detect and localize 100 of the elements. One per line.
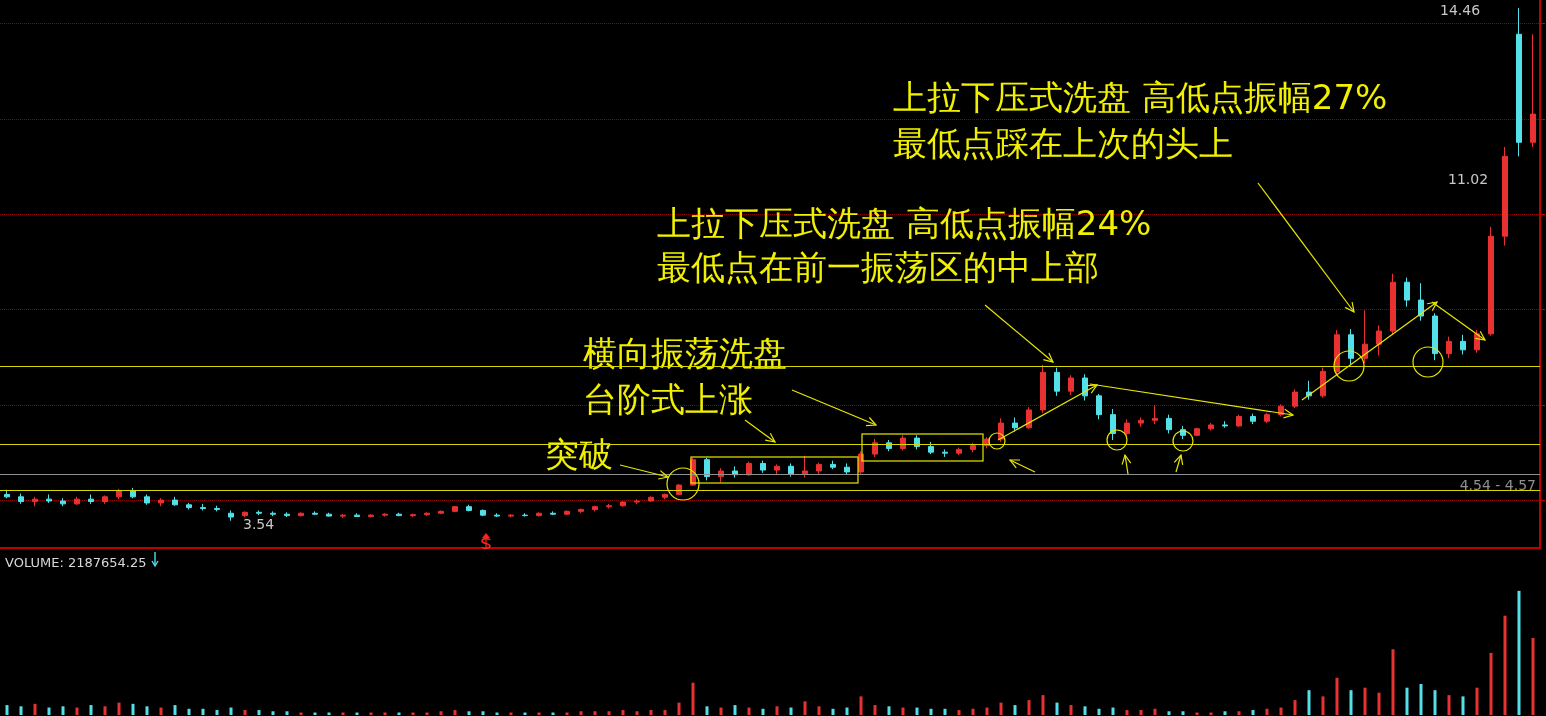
candlestick bbox=[158, 497, 164, 507]
candlestick bbox=[102, 494, 108, 505]
bar bbox=[957, 710, 961, 715]
bar bbox=[1405, 687, 1409, 715]
candlestick bbox=[1236, 414, 1242, 428]
bar bbox=[985, 707, 989, 715]
bar bbox=[103, 706, 107, 715]
candlestick bbox=[18, 493, 24, 505]
bar bbox=[887, 706, 891, 715]
bar bbox=[61, 706, 65, 715]
bar bbox=[439, 711, 443, 715]
candlestick bbox=[508, 513, 514, 518]
candlestick bbox=[1026, 406, 1032, 430]
bar bbox=[1237, 711, 1241, 715]
bar bbox=[579, 711, 583, 715]
bar bbox=[789, 707, 793, 715]
candlestick bbox=[1320, 367, 1326, 399]
candlestick bbox=[830, 460, 836, 470]
candlestick bbox=[256, 509, 262, 516]
bar bbox=[1335, 677, 1339, 715]
candlestick bbox=[662, 493, 668, 500]
annotation: 最低点在前一振荡区的中上部 bbox=[657, 247, 1099, 287]
bar bbox=[201, 708, 205, 715]
bar bbox=[1069, 705, 1073, 715]
bar bbox=[1279, 707, 1283, 715]
candlestick bbox=[46, 493, 52, 504]
candlestick bbox=[1460, 334, 1466, 356]
candlestick bbox=[424, 511, 430, 517]
bar bbox=[1489, 652, 1493, 715]
bar bbox=[817, 706, 821, 715]
bar bbox=[747, 707, 751, 715]
bar bbox=[1419, 683, 1423, 715]
bar bbox=[1041, 695, 1045, 715]
candlestick bbox=[1418, 282, 1424, 322]
candlestick bbox=[1152, 404, 1158, 425]
bar bbox=[257, 710, 261, 715]
bar bbox=[901, 707, 905, 715]
bar bbox=[1181, 711, 1185, 715]
bar bbox=[1097, 708, 1101, 715]
bar bbox=[733, 705, 737, 715]
bar bbox=[1503, 615, 1507, 715]
bar bbox=[243, 710, 247, 715]
candlestick bbox=[592, 505, 598, 512]
bar bbox=[5, 705, 9, 715]
bar bbox=[859, 696, 863, 715]
bar bbox=[1307, 690, 1311, 715]
bar bbox=[159, 707, 163, 715]
bar bbox=[33, 703, 37, 715]
bar bbox=[117, 702, 121, 715]
candlestick bbox=[172, 496, 178, 507]
annotation: 横向振荡洗盘 bbox=[583, 333, 787, 373]
candlestick bbox=[1110, 408, 1116, 441]
candlestick bbox=[1362, 309, 1368, 364]
candlestick bbox=[676, 483, 682, 496]
candlestick bbox=[60, 497, 66, 507]
candlestick bbox=[760, 460, 766, 474]
candlestick bbox=[844, 462, 850, 476]
bar bbox=[971, 708, 975, 715]
bar bbox=[1013, 705, 1017, 715]
candlestick bbox=[326, 512, 332, 518]
bar bbox=[621, 710, 625, 715]
candlestick bbox=[410, 513, 416, 518]
candlestick bbox=[1488, 226, 1494, 337]
candlestick bbox=[1516, 7, 1522, 157]
candlestick bbox=[144, 493, 150, 506]
bar bbox=[467, 711, 471, 715]
bar bbox=[1083, 706, 1087, 715]
bar bbox=[803, 701, 807, 715]
bar bbox=[607, 711, 611, 715]
bar bbox=[1251, 710, 1255, 715]
annotation: 台阶式上涨 bbox=[583, 379, 753, 419]
candlestick bbox=[1264, 412, 1270, 424]
candlestick bbox=[1040, 364, 1046, 414]
candlestick bbox=[1390, 273, 1396, 336]
candlestick bbox=[32, 496, 38, 507]
candlestick bbox=[200, 503, 206, 511]
candlestick bbox=[578, 508, 584, 514]
bar bbox=[1433, 690, 1437, 715]
bar bbox=[215, 710, 219, 715]
candlestick bbox=[1068, 374, 1074, 396]
bar bbox=[663, 710, 667, 715]
annotation: 3.54 bbox=[243, 516, 275, 532]
ref-line-label: 4.54 - 4.57 bbox=[1459, 476, 1536, 493]
bar bbox=[453, 710, 457, 715]
candlestick bbox=[242, 510, 248, 518]
candlestick bbox=[1292, 388, 1298, 409]
candlestick bbox=[466, 504, 472, 512]
bar bbox=[943, 708, 947, 715]
candlestick bbox=[270, 510, 276, 517]
bar bbox=[47, 707, 51, 715]
candlestick bbox=[564, 509, 570, 516]
bar bbox=[1293, 700, 1297, 715]
candlestick bbox=[284, 511, 290, 518]
bar bbox=[635, 711, 639, 715]
candlestick bbox=[970, 442, 976, 453]
bar bbox=[873, 705, 877, 715]
bar bbox=[1027, 700, 1031, 715]
candlestick bbox=[1096, 393, 1102, 420]
candlestick bbox=[816, 462, 822, 475]
bar bbox=[1223, 711, 1227, 715]
